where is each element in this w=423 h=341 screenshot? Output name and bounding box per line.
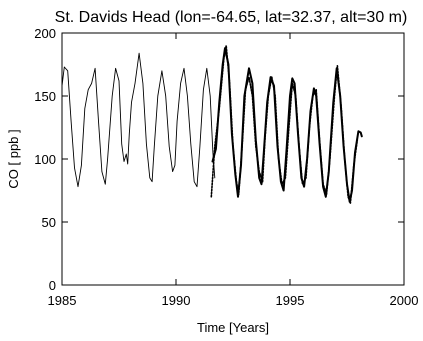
y-tick-label: 150: [34, 89, 56, 104]
y-tick-label: 0: [49, 278, 56, 293]
plot-frame: [61, 32, 405, 286]
series-line-1: [61, 52, 216, 188]
series-line-2: [211, 47, 363, 203]
chart-title: St. Davids Head (lon=-64.65, lat=32.37, …: [55, 9, 408, 26]
x-tick-label: 1995: [276, 293, 305, 308]
y-tick-label: 50: [42, 215, 56, 230]
y-tick-label: 100: [34, 152, 56, 167]
x-tick-label: 1990: [162, 293, 191, 308]
x-tick-label: 2000: [390, 293, 419, 308]
x-axis: 1985 1990 1995 2000: [48, 33, 419, 308]
y-axis-label: CO [ ppb ]: [6, 129, 21, 188]
y-tick-label: 200: [34, 26, 56, 41]
series-line-3: [210, 44, 359, 204]
x-axis-label: Time [Years]: [197, 320, 269, 335]
series-layer: [61, 44, 363, 204]
y-axis: 0 50 100 150 200: [34, 26, 404, 293]
x-tick-label: 1985: [48, 293, 77, 308]
